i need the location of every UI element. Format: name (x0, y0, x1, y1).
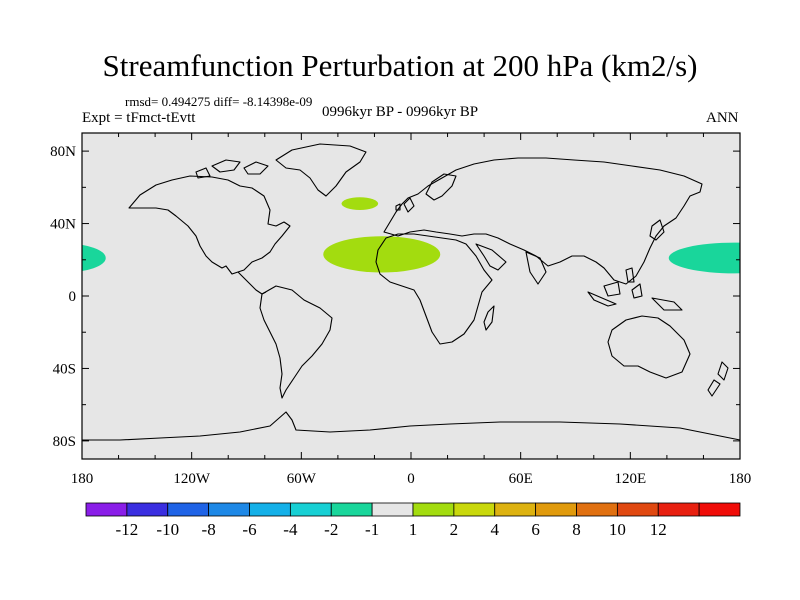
colorbar-label: 12 (650, 520, 667, 539)
lon-tick-label: 180 (729, 471, 752, 487)
anomaly-north-atlantic (341, 197, 379, 210)
colorbar-box (208, 502, 250, 517)
colorbar-label: -4 (283, 520, 298, 539)
experiment-label: Expt = tFmct-tEvtt (82, 110, 196, 126)
anomaly-north-africa (323, 236, 441, 273)
colorbar-label: -12 (116, 520, 139, 539)
coast-antarctica (82, 411, 741, 441)
colorbar-box (453, 502, 496, 517)
lat-tick-label: 0 (69, 289, 77, 305)
coast-eurasia (383, 157, 703, 285)
coast-new-zealand (707, 361, 729, 397)
period-label: 0996kyr BP - 0996kyr BP (322, 104, 479, 120)
colorbar-box (249, 502, 291, 517)
colorbar-box (657, 502, 700, 517)
colorbar-box (535, 502, 577, 517)
colorbar-box (576, 502, 618, 517)
colorbar-label: -2 (324, 520, 338, 539)
lon-tick-label: 180 (71, 471, 94, 487)
season-label: ANN (706, 110, 739, 126)
lon-tick-label: 0 (407, 471, 415, 487)
coast-south-america (259, 285, 333, 399)
coastlines (82, 143, 741, 441)
coast-north-america (128, 175, 291, 275)
lon-tick-label: 120W (173, 471, 211, 487)
coast-maritime-asia (587, 267, 683, 311)
coast-arctic-islands (195, 159, 269, 179)
colorbar: -12 -10 -8 -6 -4 -2 -1 1 2 4 6 8 10 12 (85, 502, 741, 539)
colorbar-box (698, 502, 741, 517)
anomaly-layer (82, 197, 740, 274)
coast-greenland (275, 143, 367, 197)
lat-tick-label: 40S (53, 361, 76, 377)
lat-tick-label: 40N (50, 217, 76, 233)
coast-japan (649, 219, 665, 241)
colorbar-box (126, 502, 169, 517)
coast-british-isles (395, 197, 415, 213)
colorbar-label: 2 (450, 520, 459, 539)
colorbar-label: 10 (609, 520, 626, 539)
lon-tick-label: 60W (287, 471, 317, 487)
colorbar-label: -10 (156, 520, 179, 539)
coast-arabia-india (475, 243, 547, 285)
colorbar-box (167, 502, 210, 517)
colorbar-label: -6 (242, 520, 256, 539)
lon-tick-label: 60E (509, 471, 533, 487)
colorbar-label: 8 (572, 520, 581, 539)
colorbar-box (494, 502, 537, 517)
colorbar-label: -8 (202, 520, 216, 539)
colorbar-label: -1 (365, 520, 379, 539)
lat-tick-label: 80S (53, 434, 76, 450)
coast-scandinavia (425, 173, 457, 201)
chart-title: Streamfunction Perturbation at 200 hPa (… (102, 48, 698, 83)
coast-madagascar (483, 305, 495, 331)
coast-australia (607, 315, 691, 379)
anomaly-west-pacific (668, 242, 740, 274)
lat-tick-label: 80N (50, 144, 76, 160)
anomaly-central-pacific (82, 244, 106, 272)
colorbar-label: 6 (531, 520, 540, 539)
axis-layer: 180 120W 60W 0 60E 120E 180 80N 40N 0 40S 80S (50, 133, 751, 487)
colorbar-box (616, 502, 659, 517)
colorbar-box (330, 502, 373, 517)
plot-background (82, 133, 740, 459)
colorbar-label: 1 (409, 520, 418, 539)
colorbar-box (85, 502, 128, 517)
colorbar-box (371, 502, 414, 517)
coast-africa (375, 233, 493, 345)
stats-text: rmsd= 0.494275 diff= -8.14398e-09 (125, 94, 313, 109)
colorbar-box (412, 502, 455, 517)
lon-tick-label: 120E (614, 471, 646, 487)
colorbar-box (289, 502, 332, 517)
colorbar-label: 4 (491, 520, 500, 539)
